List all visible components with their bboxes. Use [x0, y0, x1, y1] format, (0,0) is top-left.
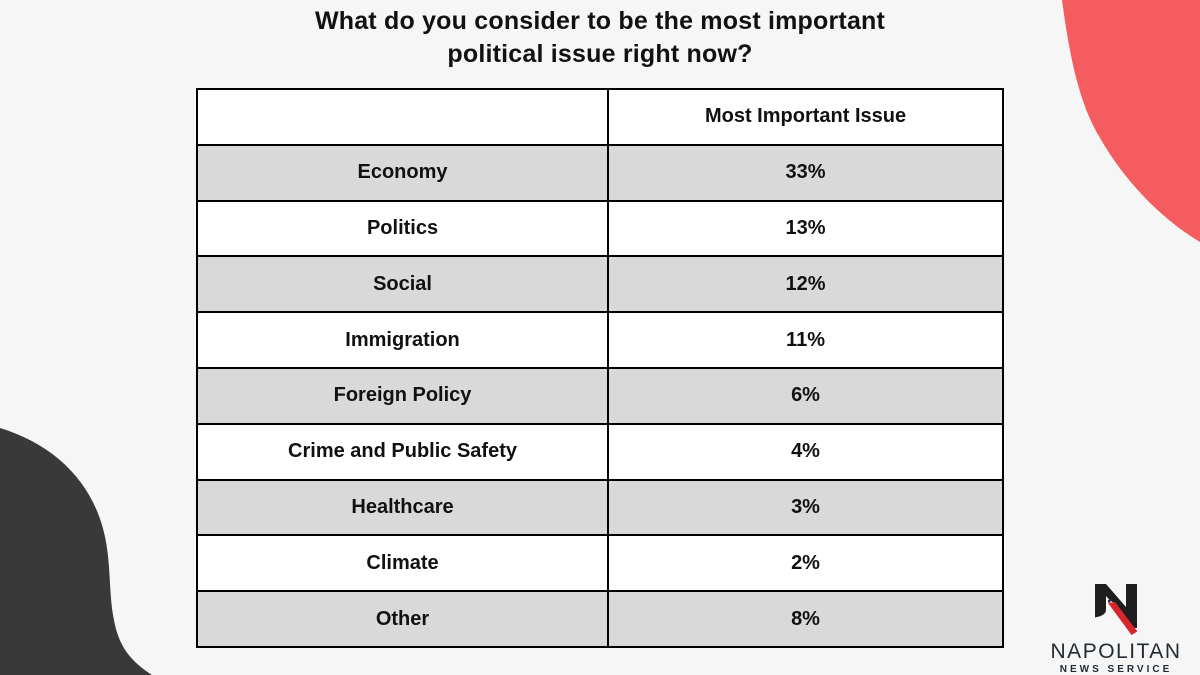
table-row: Climate 2% — [195, 534, 1004, 593]
table-row: Crime and Public Safety 4% — [195, 422, 1004, 481]
column-header: Most Important Issue — [607, 88, 1004, 146]
table-row: Social 12% — [195, 255, 1004, 314]
issue-label: Other — [195, 590, 610, 648]
issue-value: 33% — [607, 143, 1004, 202]
issue-value: 13% — [607, 199, 1004, 258]
table-row: Foreign Policy 6% — [195, 366, 1004, 425]
empty-header-cell — [195, 88, 610, 146]
issue-label: Crime and Public Safety — [195, 422, 610, 481]
issue-label: Social — [195, 255, 610, 314]
issue-label: Climate — [195, 534, 610, 593]
issue-label: Economy — [195, 143, 610, 202]
table-row: Healthcare 3% — [195, 478, 1004, 537]
issue-value: 8% — [607, 590, 1004, 648]
issue-value: 4% — [607, 422, 1004, 481]
title-line-1: What do you consider to be the most impo… — [314, 7, 886, 35]
table-row: Politics 13% — [195, 199, 1004, 258]
logo-tagline: NEWS SERVICE — [1059, 664, 1173, 675]
table-row: Other 8% — [195, 590, 1004, 648]
issue-label: Immigration — [195, 311, 610, 369]
issue-value: 6% — [607, 366, 1004, 425]
issue-value: 12% — [607, 255, 1004, 314]
issue-label: Politics — [195, 199, 610, 258]
napolitan-logo: NAPOLITAN NEWS SERVICE — [1036, 584, 1196, 675]
issue-value: 3% — [607, 478, 1004, 537]
poll-results-table: Most Important Issue Economy 33% Politic… — [195, 88, 1004, 648]
issue-value: 11% — [607, 311, 1004, 369]
title-line-2: political issue right now? — [447, 40, 753, 68]
table-row: Economy 33% — [195, 143, 1004, 202]
table-header-row: Most Important Issue — [195, 88, 1004, 146]
logo-wordmark: NAPOLITAN — [1050, 640, 1182, 663]
table-row: Immigration 11% — [195, 311, 1004, 369]
issue-label: Healthcare — [195, 478, 610, 537]
poll-question-title: What do you consider to be the most impo… — [0, 5, 1200, 71]
issue-label: Foreign Policy — [195, 366, 610, 425]
issue-value: 2% — [607, 534, 1004, 593]
napolitan-eagle-n-icon — [1095, 584, 1137, 635]
